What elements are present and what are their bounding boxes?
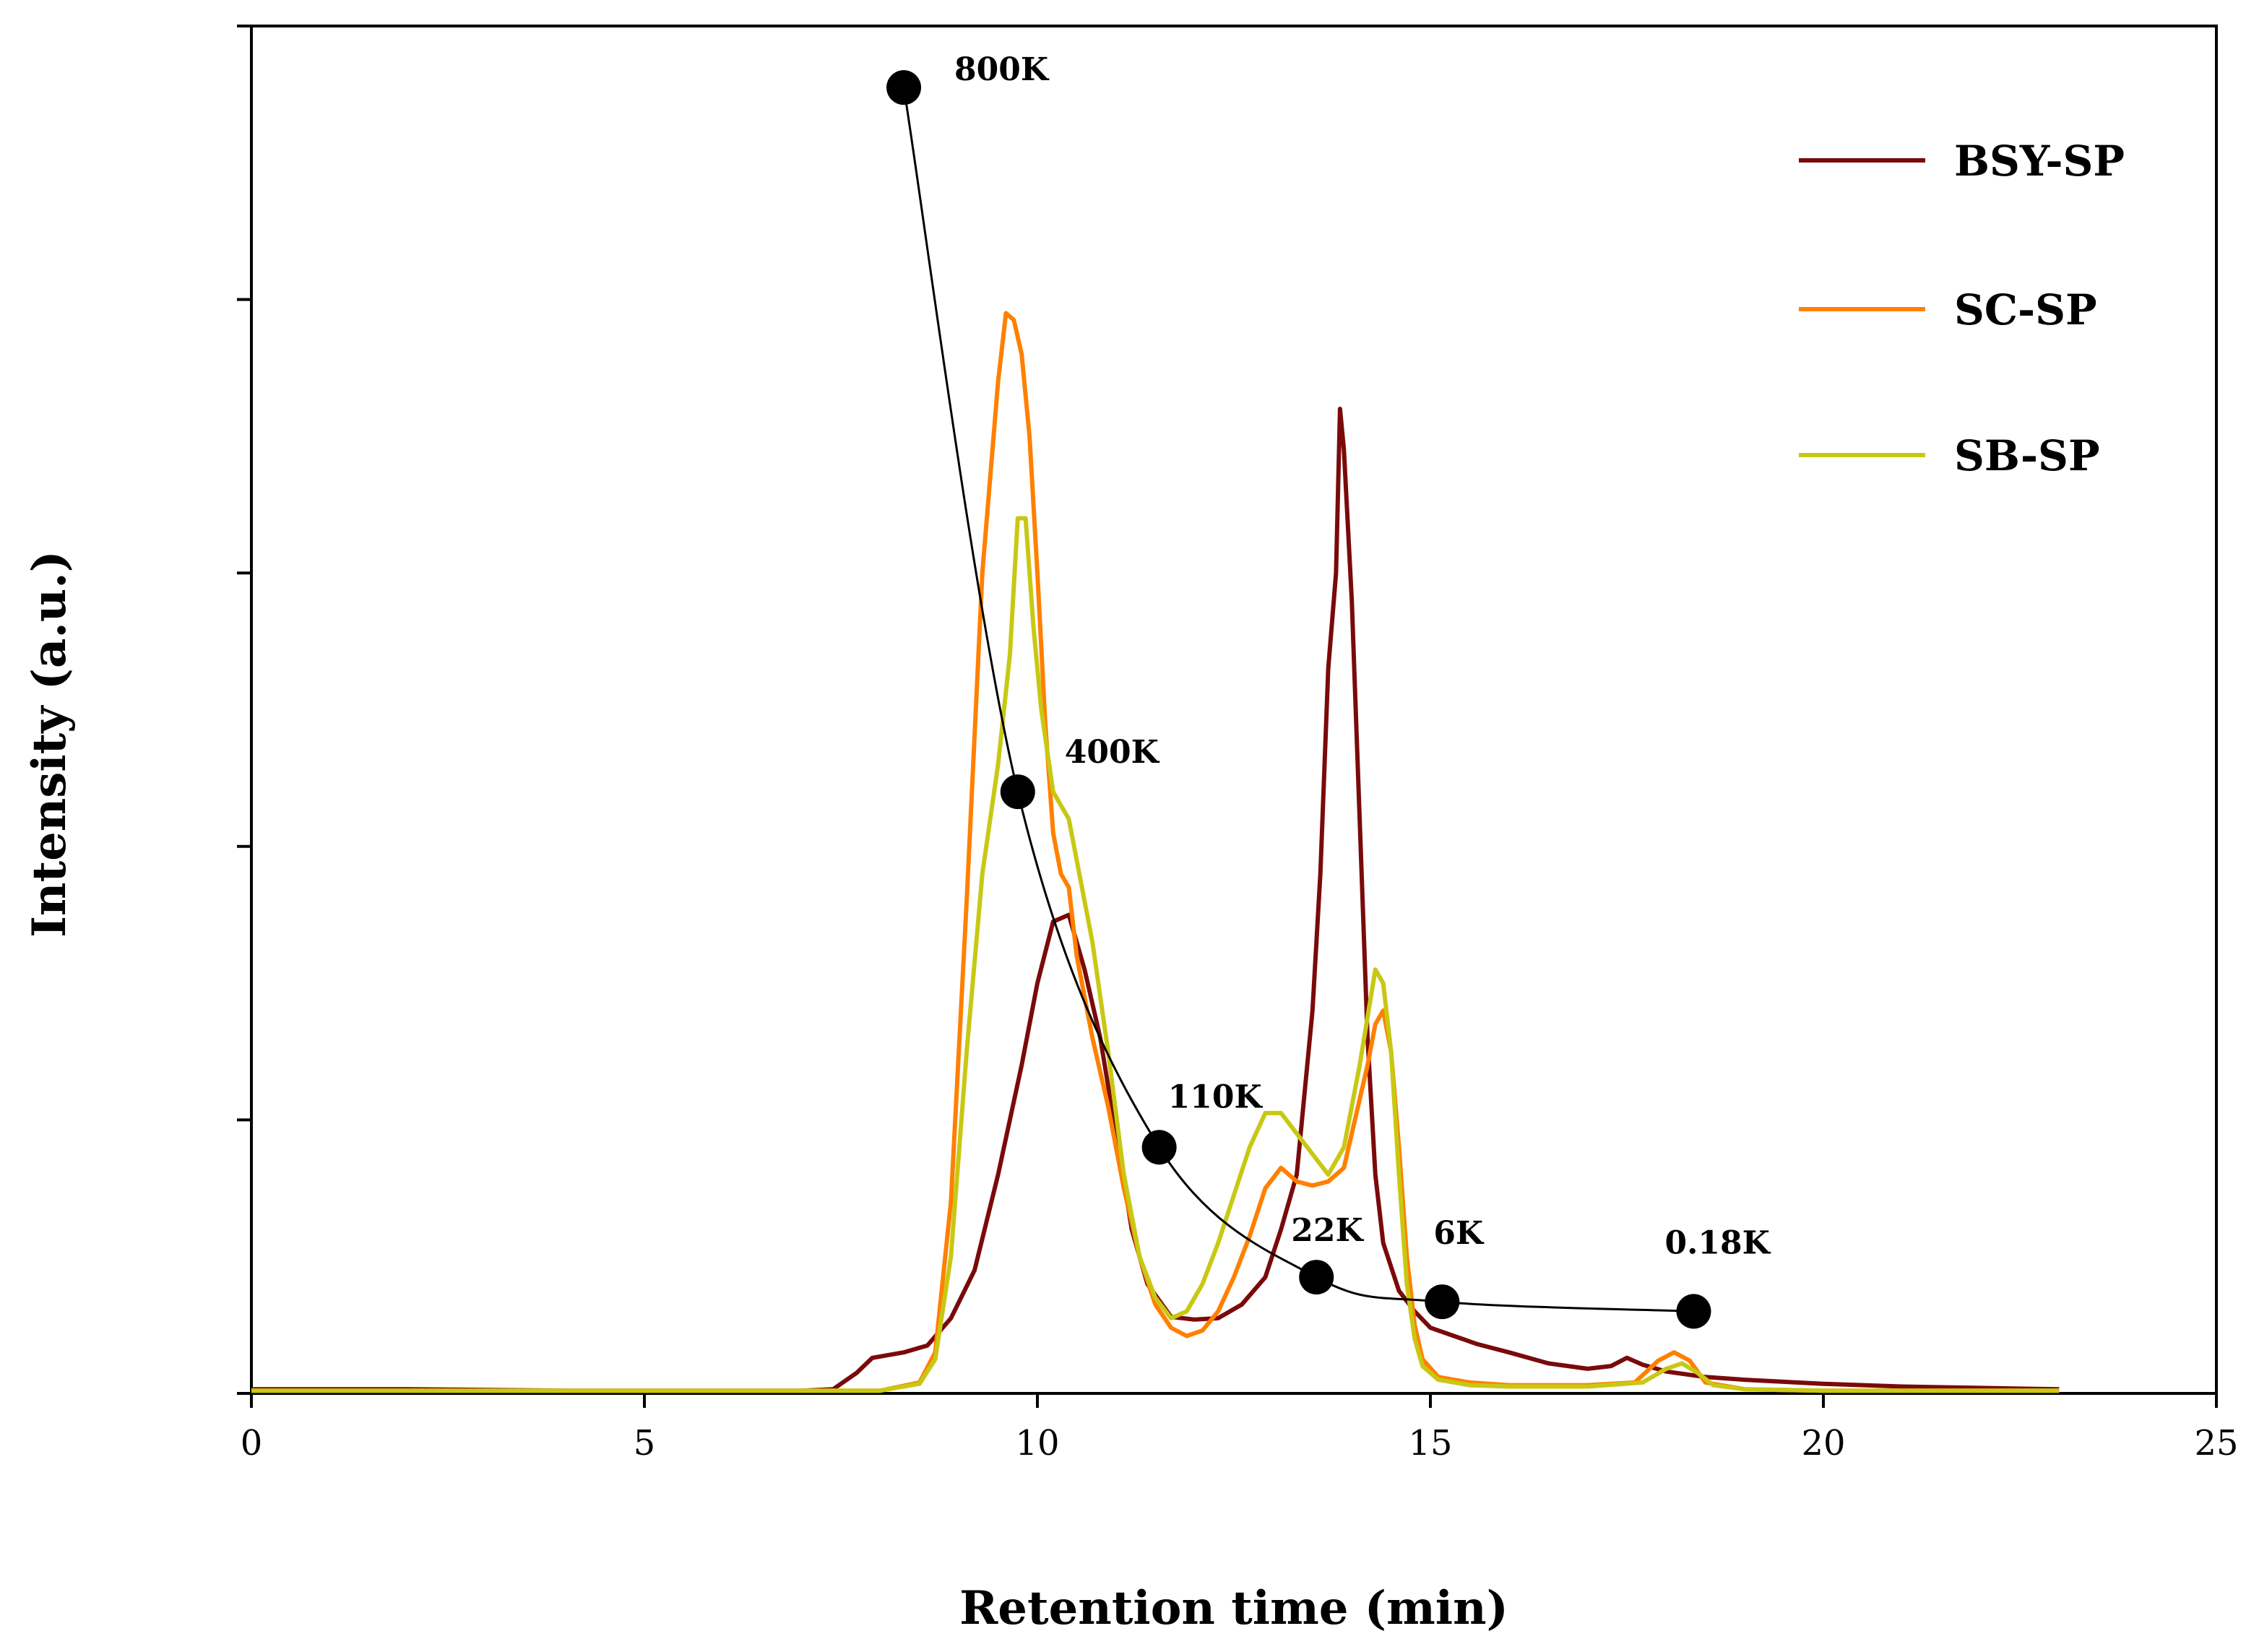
y-axis-title: Intensity (a.u.) (22, 550, 77, 938)
legend-label-bsy-sp: BSY-SP (1954, 137, 2125, 186)
calibration-label-800k: 800K (954, 51, 1050, 88)
series-layer (251, 311, 2060, 1393)
series-line-sb-sp (251, 516, 2060, 1393)
calibration-point-800k (886, 70, 922, 105)
calibration-point-0-18k (1676, 1294, 1711, 1329)
x-axis-ticks: 0 5 10 15 20 25 (241, 1393, 2239, 1463)
calibration-curve (902, 87, 1694, 1312)
calibration-point-22k (1299, 1260, 1334, 1295)
plot-frame (250, 25, 2218, 1395)
calibration-label-400k: 400K (1065, 734, 1160, 771)
y-axis-ticks (237, 25, 251, 1395)
calibration-label-6k: 6K (1433, 1215, 1485, 1252)
series-line-bsy-sp (251, 407, 2060, 1393)
x-tick-label: 15 (1408, 1423, 1452, 1463)
legend-label-sb-sp: SB-SP (1954, 431, 2100, 480)
x-tick-label: 10 (1015, 1423, 1059, 1463)
legend-label-sc-sp: SC-SP (1954, 285, 2097, 334)
x-tick-label: 0 (241, 1423, 263, 1463)
series-line-sc-sp (251, 311, 2060, 1393)
calibration-label-110k: 110K (1168, 1078, 1264, 1115)
x-tick-label: 20 (1801, 1423, 1845, 1463)
calibration-point-110k (1141, 1130, 1177, 1165)
calibration-point-400k (1000, 774, 1035, 810)
legend: BSY-SP SC-SP SB-SP (1799, 137, 2125, 480)
x-tick-label: 5 (634, 1423, 656, 1463)
x-tick-label: 25 (2194, 1423, 2238, 1463)
calibration-point-6k (1425, 1284, 1460, 1320)
calibration-layer: 800K 400K 110K 22K 6K 0.18K (886, 51, 1771, 1329)
x-axis-title: Retention time (min) (959, 1581, 1508, 1635)
calibration-label-0-18k: 0.18K (1664, 1224, 1771, 1261)
calibration-label-22k: 22K (1291, 1212, 1364, 1249)
